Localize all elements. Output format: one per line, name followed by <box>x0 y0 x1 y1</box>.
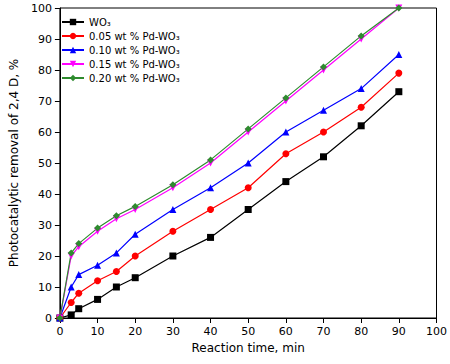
svg-text:70: 70 <box>317 325 331 338</box>
svg-text:10: 10 <box>38 281 52 294</box>
svg-text:0: 0 <box>45 312 52 325</box>
svg-text:70: 70 <box>38 95 52 108</box>
svg-text:50: 50 <box>38 157 52 170</box>
svg-text:10: 10 <box>91 325 105 338</box>
svg-text:80: 80 <box>354 325 368 338</box>
svg-text:0.15 wt % Pd-WO₃: 0.15 wt % Pd-WO₃ <box>89 59 180 70</box>
svg-text:20: 20 <box>128 325 142 338</box>
svg-text:Photocatalytic removal of 2,4: Photocatalytic removal of 2,4 D, % <box>7 59 21 267</box>
svg-text:0: 0 <box>56 325 63 338</box>
svg-text:90: 90 <box>38 33 52 46</box>
svg-text:100: 100 <box>426 325 447 338</box>
svg-text:90: 90 <box>392 325 406 338</box>
svg-text:80: 80 <box>38 64 52 77</box>
svg-text:0.05 wt % Pd-WO₃: 0.05 wt % Pd-WO₃ <box>89 31 180 42</box>
svg-text:60: 60 <box>38 126 52 139</box>
svg-text:20: 20 <box>38 250 52 263</box>
svg-text:30: 30 <box>38 219 52 232</box>
svg-text:60: 60 <box>279 325 293 338</box>
svg-text:100: 100 <box>31 2 52 15</box>
svg-text:Reaction time, min: Reaction time, min <box>192 341 305 355</box>
svg-text:0.10 wt % Pd-WO₃: 0.10 wt % Pd-WO₃ <box>89 45 180 56</box>
svg-text:30: 30 <box>166 325 180 338</box>
svg-text:0.20 wt % Pd-WO₃: 0.20 wt % Pd-WO₃ <box>89 73 180 84</box>
svg-text:WO₃: WO₃ <box>89 17 111 28</box>
svg-text:40: 40 <box>38 188 52 201</box>
svg-text:40: 40 <box>204 325 218 338</box>
svg-text:50: 50 <box>241 325 255 338</box>
